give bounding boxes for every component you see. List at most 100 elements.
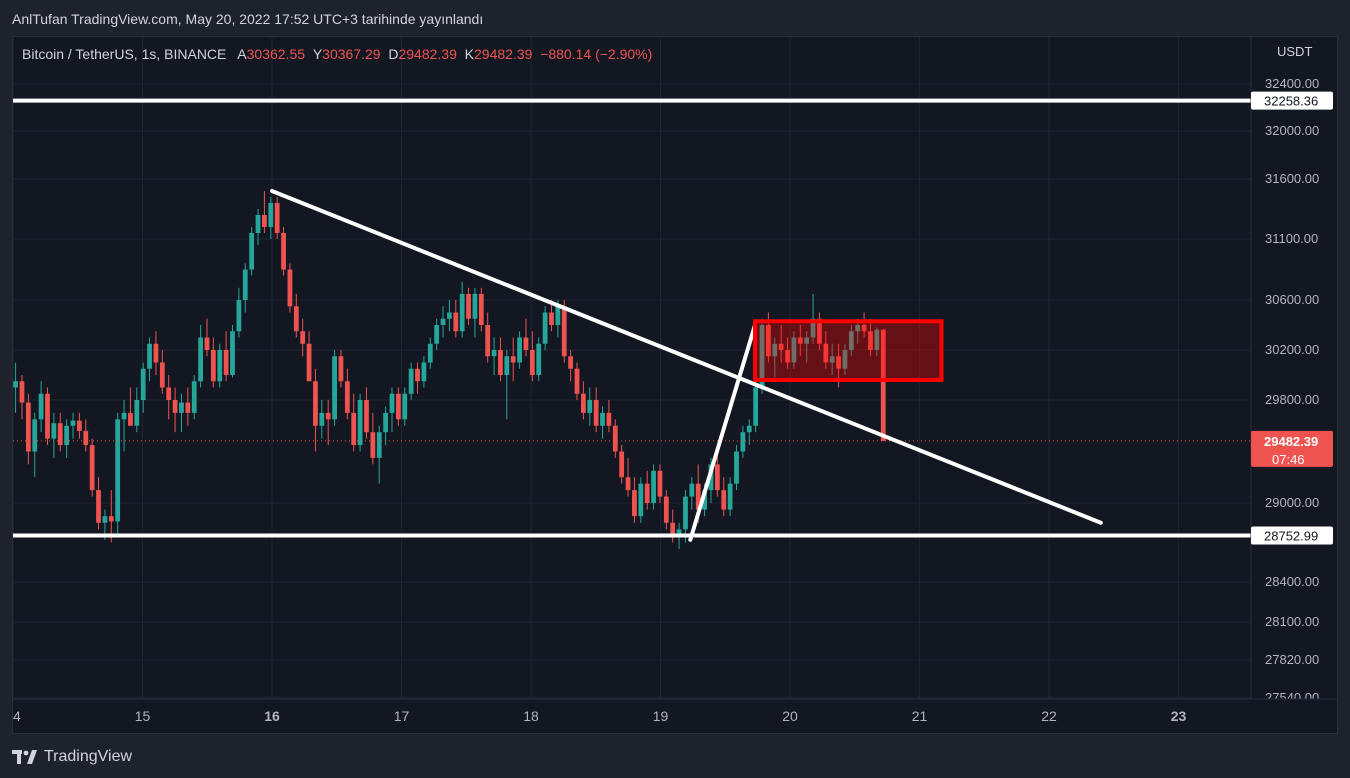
candle xyxy=(344,368,350,420)
candle-body xyxy=(370,432,376,458)
candle-body xyxy=(440,318,446,325)
candle xyxy=(434,318,440,350)
candle-body xyxy=(785,350,790,363)
time-scale-bg xyxy=(13,699,1337,733)
candle xyxy=(810,293,816,344)
candle xyxy=(115,412,121,536)
candle-body xyxy=(644,483,650,503)
candle xyxy=(823,331,829,369)
candle xyxy=(478,287,484,332)
countdown-text: 07:46 xyxy=(1272,452,1305,467)
date-tick-label: 19 xyxy=(653,708,669,724)
price-tick-label: 29800.00 xyxy=(1265,392,1319,407)
candle xyxy=(376,425,382,484)
date-tick-label: 16 xyxy=(264,708,280,724)
candle-body xyxy=(191,381,197,413)
footer-brand[interactable]: TradingView xyxy=(12,746,132,768)
candle xyxy=(191,375,197,420)
candle xyxy=(587,387,593,426)
candle xyxy=(791,331,797,369)
candle-body xyxy=(593,400,599,426)
date-tick-label: 18 xyxy=(523,708,539,724)
currency-label: USDT xyxy=(1277,44,1312,59)
candle xyxy=(498,337,503,382)
candle xyxy=(83,419,89,452)
chart-panel[interactable]: USDT 32400.00 32000.00 31600.00 31100.00 3060… xyxy=(12,36,1338,734)
trendline xyxy=(270,189,1103,525)
candle xyxy=(536,337,542,382)
candle-body xyxy=(855,325,861,332)
candle-body xyxy=(447,312,452,319)
candle-body xyxy=(504,356,510,375)
price-tick-label: 31100.00 xyxy=(1265,231,1318,246)
candle-body xyxy=(702,490,707,510)
candle-body xyxy=(159,362,165,388)
candle-body xyxy=(536,343,542,375)
candle-body xyxy=(319,412,325,426)
candle xyxy=(408,362,414,400)
candle-body xyxy=(734,451,739,484)
candle xyxy=(70,412,76,439)
candle xyxy=(45,387,50,446)
current-price-text: 29482.39 xyxy=(1264,434,1318,449)
header-bar: AnlTufan TradingView.com, May 20, 2022 1… xyxy=(0,0,1350,36)
candle-body xyxy=(459,293,465,332)
candle xyxy=(440,306,446,338)
candle-body xyxy=(115,419,121,522)
candle xyxy=(721,477,727,517)
candle-body xyxy=(632,490,637,517)
candle xyxy=(485,312,491,363)
candle xyxy=(198,325,203,388)
candle-body xyxy=(542,312,548,344)
candle-body xyxy=(415,368,420,382)
candle xyxy=(89,438,95,497)
candle-body xyxy=(568,356,574,369)
candle xyxy=(874,327,880,357)
candle xyxy=(268,197,274,239)
candle xyxy=(625,457,631,497)
candle-body xyxy=(408,368,414,394)
candle xyxy=(727,477,733,517)
candle-body xyxy=(293,306,299,332)
candle-body xyxy=(434,325,440,344)
candle-body xyxy=(638,483,644,517)
candle-body xyxy=(714,464,720,491)
candle xyxy=(542,306,548,350)
candle xyxy=(204,318,210,357)
candle xyxy=(166,375,172,420)
candle xyxy=(230,325,235,378)
candle-body xyxy=(45,393,50,439)
price-chart[interactable]: USDT 32400.00 32000.00 31600.00 31100.00 3060… xyxy=(13,37,1338,734)
candle-body xyxy=(281,233,286,270)
candle xyxy=(663,490,669,530)
candle xyxy=(797,325,803,357)
candle-body xyxy=(268,203,274,227)
candle-body xyxy=(128,412,133,426)
candle-body xyxy=(427,343,433,363)
date-tick-label: 23 xyxy=(1171,708,1187,724)
candle-body xyxy=(510,356,516,363)
price-tick-label: 31600.00 xyxy=(1265,171,1319,186)
candle-body xyxy=(848,331,854,350)
candle xyxy=(159,350,165,394)
candle xyxy=(185,387,191,426)
candle-body xyxy=(242,269,248,300)
candle xyxy=(153,331,159,375)
candle-body xyxy=(836,356,841,369)
candle xyxy=(459,281,465,338)
open-label: A xyxy=(237,46,247,62)
candle-body xyxy=(204,337,210,350)
candle-body xyxy=(804,337,810,344)
candle xyxy=(57,412,63,452)
price-tick-label: 29000.00 xyxy=(1265,495,1319,510)
candle-body xyxy=(179,402,184,413)
candle xyxy=(670,509,676,543)
candle xyxy=(549,300,554,332)
symbol-name[interactable]: Bitcoin / TetherUS, 1s, BINANCE xyxy=(22,46,227,62)
candle xyxy=(242,263,248,313)
candle-body xyxy=(549,312,554,325)
candle-body xyxy=(657,470,663,497)
candle xyxy=(593,387,599,433)
price-scale-bg xyxy=(1251,37,1337,699)
candle-body xyxy=(498,350,503,375)
